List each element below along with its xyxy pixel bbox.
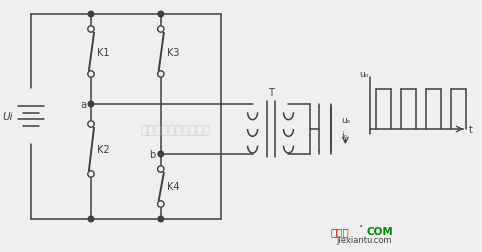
Text: Ui: Ui [3,112,13,121]
Text: a: a [80,100,86,110]
Circle shape [88,102,94,107]
Circle shape [88,171,94,177]
Circle shape [88,72,94,78]
Text: T: T [268,88,273,98]
Circle shape [158,166,164,173]
Text: jiexiantu: jiexiantu [336,235,373,244]
Text: t: t [469,124,473,135]
Text: 杭州将睿科技有限公司: 杭州将睿科技有限公司 [141,123,211,136]
Circle shape [88,121,94,128]
Text: COM: COM [366,226,393,236]
Text: 接线图: 接线图 [330,226,349,236]
Circle shape [158,201,164,207]
Text: K2: K2 [97,144,109,154]
Circle shape [88,12,94,18]
Text: ·: · [358,219,362,233]
Circle shape [158,216,163,222]
Text: K4: K4 [167,182,179,192]
Circle shape [88,27,94,33]
Text: K1: K1 [97,47,109,57]
Circle shape [158,12,163,18]
Circle shape [158,27,164,33]
Text: .com: .com [371,235,392,244]
Text: uₒ: uₒ [359,69,368,78]
Circle shape [158,72,164,78]
Text: b: b [149,149,156,159]
Text: uₒ: uₒ [341,115,351,124]
Circle shape [158,152,163,157]
Circle shape [88,216,94,222]
Text: K3: K3 [167,47,179,57]
Text: iₒ: iₒ [341,131,348,140]
